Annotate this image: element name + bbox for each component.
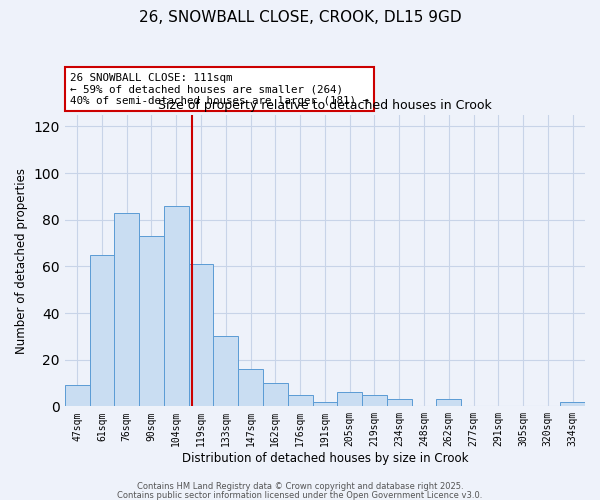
Title: Size of property relative to detached houses in Crook: Size of property relative to detached ho… bbox=[158, 99, 492, 112]
Bar bbox=[313, 402, 337, 406]
Bar bbox=[188, 264, 214, 406]
X-axis label: Distribution of detached houses by size in Crook: Distribution of detached houses by size … bbox=[182, 452, 468, 465]
Bar bbox=[288, 394, 313, 406]
Y-axis label: Number of detached properties: Number of detached properties bbox=[15, 168, 28, 354]
Bar bbox=[238, 369, 263, 406]
Bar bbox=[139, 236, 164, 406]
Text: 26 SNOWBALL CLOSE: 111sqm
← 59% of detached houses are smaller (264)
40% of semi: 26 SNOWBALL CLOSE: 111sqm ← 59% of detac… bbox=[70, 73, 369, 106]
Bar bbox=[387, 400, 412, 406]
Bar bbox=[214, 336, 238, 406]
Bar bbox=[164, 206, 188, 406]
Text: 26, SNOWBALL CLOSE, CROOK, DL15 9GD: 26, SNOWBALL CLOSE, CROOK, DL15 9GD bbox=[139, 10, 461, 25]
Bar bbox=[263, 383, 288, 406]
Bar bbox=[115, 212, 139, 406]
Bar bbox=[89, 254, 115, 406]
Bar bbox=[560, 402, 585, 406]
Bar bbox=[362, 394, 387, 406]
Bar bbox=[436, 400, 461, 406]
Text: Contains HM Land Registry data © Crown copyright and database right 2025.: Contains HM Land Registry data © Crown c… bbox=[137, 482, 463, 491]
Bar bbox=[65, 386, 89, 406]
Bar bbox=[337, 392, 362, 406]
Text: Contains public sector information licensed under the Open Government Licence v3: Contains public sector information licen… bbox=[118, 490, 482, 500]
